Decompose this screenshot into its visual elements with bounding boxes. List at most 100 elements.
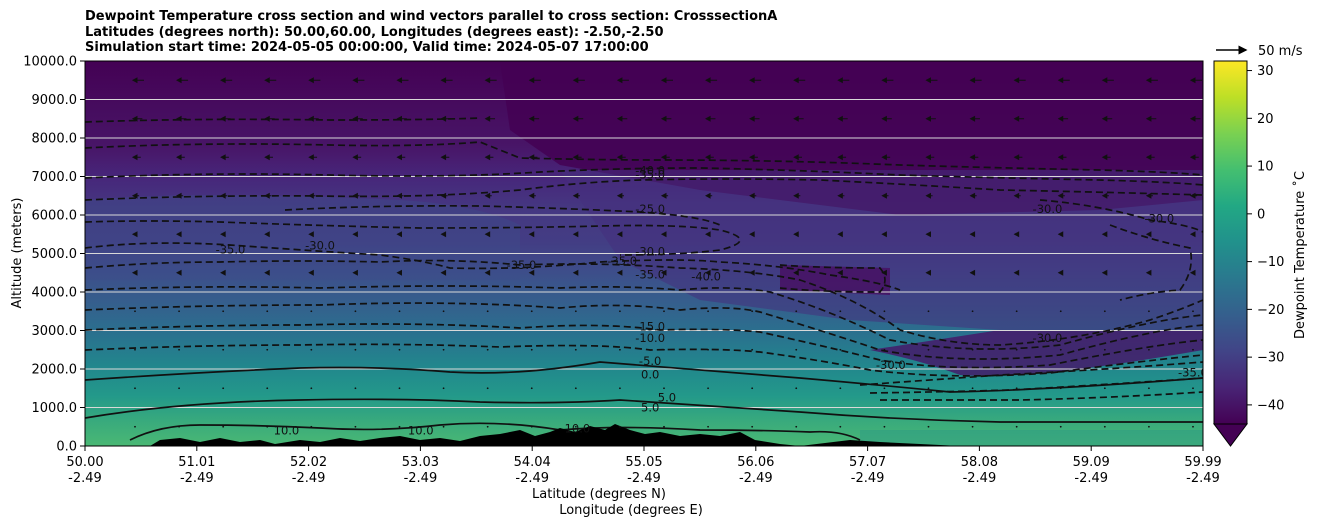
wind-vector-dot	[530, 310, 533, 313]
wind-vector-dot	[486, 387, 489, 390]
x-tick-label-lat: 59.99	[1184, 455, 1221, 470]
wind-vector	[220, 115, 231, 122]
wind-vector	[1189, 154, 1199, 161]
contour-label: -25.0	[635, 202, 665, 216]
wind-vector	[925, 154, 935, 161]
wind-vector-dot	[222, 387, 225, 390]
wind-vector	[616, 77, 629, 84]
y-tick-label: 1000.0	[32, 401, 78, 416]
wind-vector	[1101, 231, 1108, 238]
wind-vector	[837, 154, 847, 161]
wind-vector-dot	[751, 348, 754, 351]
wind-vector	[837, 231, 843, 238]
x-tick-label-lat: 52.02	[290, 455, 327, 470]
wind-vector	[440, 154, 450, 161]
wind-vector-dot	[398, 348, 401, 351]
wind-vector-dot	[839, 387, 842, 390]
contour-label: -35.0	[635, 268, 665, 282]
contour-label: -35.0	[635, 167, 665, 181]
wind-vector	[131, 192, 140, 199]
wind-vector-dot	[971, 310, 974, 313]
wind-vector-dot	[707, 425, 709, 428]
colorbar-tick-label: 20	[1257, 112, 1274, 127]
wind-vector	[1145, 77, 1158, 84]
contour-m35d	[880, 391, 1203, 401]
x-tick-label-lon: -2.49	[180, 471, 214, 486]
wind-vector	[969, 269, 976, 276]
wind-vector	[969, 77, 982, 84]
wind-vector-dot	[574, 425, 577, 428]
wind-vector	[616, 115, 628, 122]
wind-vector-dot	[442, 425, 445, 428]
colorbar-tick-label: −30	[1257, 351, 1284, 366]
wind-vector-dot	[310, 425, 313, 428]
wind-vector	[131, 115, 143, 122]
wind-vector-dot	[839, 348, 842, 351]
wind-vector	[793, 154, 802, 161]
wind-vector-dot	[266, 425, 269, 428]
wind-vector	[176, 269, 182, 276]
wind-vector-dot	[619, 425, 621, 428]
wind-vector	[131, 269, 138, 276]
wind-vector-dot	[486, 310, 489, 313]
wind-vector	[969, 115, 980, 122]
wind-vector	[616, 269, 623, 276]
x-tick-label-lat: 50.00	[66, 455, 103, 470]
contour-label: 10.0	[408, 423, 434, 437]
wind-vector	[572, 192, 580, 199]
x-tick-label-lon: -2.49	[963, 471, 997, 486]
wind-vector	[925, 77, 938, 84]
wind-vector	[1101, 115, 1113, 122]
wind-vector	[264, 154, 273, 161]
wind-vector-dot	[354, 348, 357, 351]
wind-vector	[440, 115, 451, 122]
wind-vector	[264, 231, 270, 238]
wind-vector	[1057, 192, 1065, 199]
wind-vector	[793, 269, 799, 276]
wind-vector-dot	[134, 425, 136, 428]
wind-vector	[705, 154, 714, 161]
contour-label: -30.0	[305, 239, 335, 253]
wind-vector-dot	[971, 348, 974, 351]
wind-vector-dot	[707, 387, 709, 390]
wind-vector-dot	[1015, 310, 1018, 313]
wind-vector	[484, 77, 497, 84]
x-tick-label-lat: 59.09	[1073, 455, 1110, 470]
wind-vector-dot	[178, 310, 180, 313]
contour-m30b	[85, 220, 741, 256]
wind-vector	[837, 115, 848, 122]
wind-vector-dot	[751, 387, 754, 390]
y-tick-label: 0.0	[56, 440, 77, 455]
wind-vector-dot	[354, 387, 357, 390]
wind-vector	[1189, 192, 1198, 199]
wind-vector-dot	[574, 310, 577, 313]
wind-vector-dot	[1103, 387, 1106, 390]
wind-vector	[660, 269, 667, 276]
wind-vector	[1013, 269, 1020, 276]
wind-vector	[969, 154, 979, 161]
wind-vector	[1013, 154, 1023, 161]
title-line-3: Simulation start time: 2024-05-05 00:00:…	[85, 40, 649, 55]
contour-label: -30.0	[1144, 212, 1174, 226]
wind-vector	[396, 154, 406, 161]
wind-vector	[705, 269, 711, 276]
wind-vector-dot	[266, 310, 269, 313]
colorbar-tick-label: 10	[1257, 160, 1274, 175]
wind-vector	[1189, 269, 1196, 276]
wind-vector	[925, 269, 931, 276]
wind-vector-dot	[222, 425, 225, 428]
colorbar-tick-label: −10	[1257, 255, 1284, 270]
x-tick-label-lat: 54.04	[514, 455, 551, 470]
dry-pocket	[780, 265, 890, 295]
y-axis-label: Altitude (meters)	[10, 198, 25, 309]
wind-vector	[660, 115, 672, 122]
quiver-key-label: 50 m/s	[1258, 44, 1303, 59]
wind-vector-dot	[1148, 425, 1150, 428]
wind-vector	[220, 77, 233, 84]
wind-vector	[749, 269, 755, 276]
wind-vector-dot	[619, 387, 621, 390]
y-tick-label: 9000.0	[32, 93, 78, 108]
wind-vector-dot	[1103, 425, 1106, 428]
wind-vector	[969, 192, 977, 199]
